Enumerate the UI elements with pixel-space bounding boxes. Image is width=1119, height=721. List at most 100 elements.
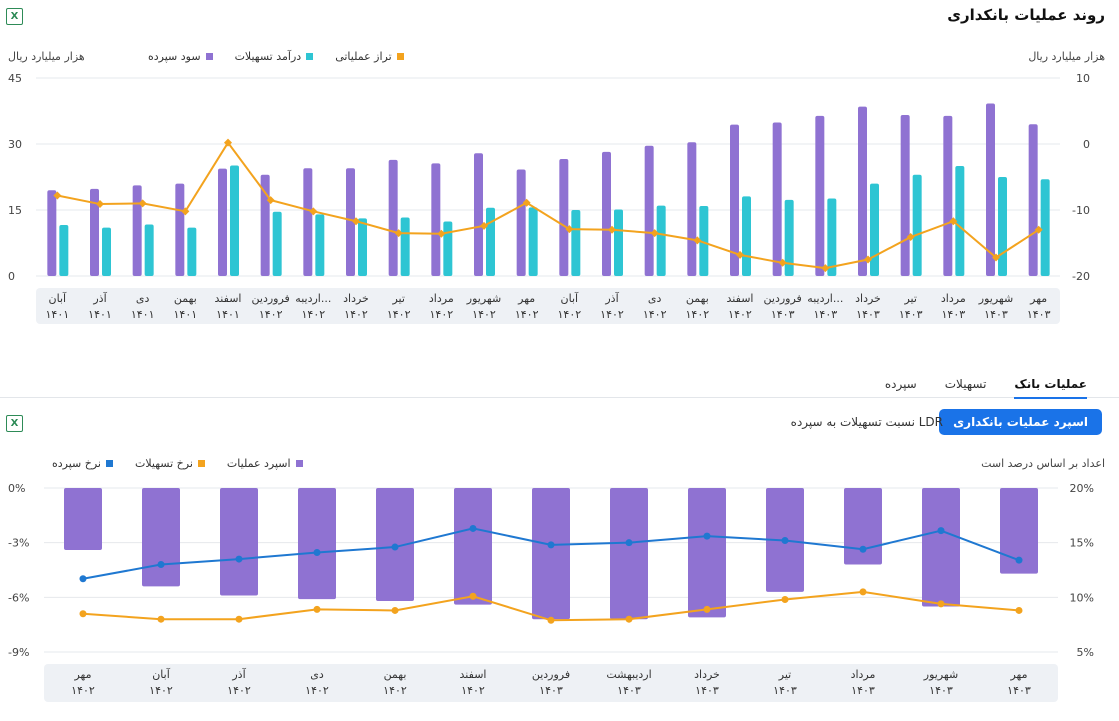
divider — [0, 397, 1119, 398]
legend-swatch — [306, 53, 314, 60]
data-point — [1034, 225, 1043, 234]
x-axis-band — [44, 664, 1058, 702]
x-tick-label: ۱۴۰۲ — [472, 308, 496, 321]
data-point — [937, 600, 945, 608]
x-tick-label: آبان — [561, 291, 579, 305]
data-point — [693, 236, 702, 245]
x-tick-label: ۱۴۰۲ — [149, 684, 173, 697]
tab-deposits[interactable]: سپرده — [884, 377, 917, 391]
bar — [474, 153, 483, 276]
x-tick-label: ۱۴۰۳ — [899, 308, 923, 321]
x-tick-label: ۱۴۰۳ — [942, 308, 966, 321]
x-tick-label: مرداد — [429, 292, 454, 305]
y-tick-left: 30 — [8, 138, 22, 151]
data-point — [79, 610, 87, 618]
data-point — [157, 561, 165, 569]
left-unit-label: هزار میلیارد ریال — [8, 50, 85, 63]
data-point — [781, 596, 789, 604]
bar — [532, 488, 570, 620]
data-point — [1015, 556, 1023, 564]
data-point — [157, 615, 165, 623]
x-tick-label: ۱۴۰۱ — [174, 308, 198, 321]
x-tick-label: ۱۴۰۱ — [88, 308, 112, 321]
bar — [644, 145, 654, 276]
data-point — [391, 543, 399, 551]
x-tick-label: ۱۴۰۳ — [851, 684, 875, 697]
y-tick-right: 15% — [1070, 537, 1094, 550]
data-point — [565, 225, 574, 234]
x-tick-label: آذر — [231, 667, 246, 681]
ldr-ratio-link[interactable]: نسبت تسهیلات به سپرده LDR — [790, 415, 943, 429]
legend-item[interactable]: نرخ تسهیلات — [135, 457, 205, 470]
spread-button[interactable]: اسپرد عملیات بانکداری — [939, 409, 1102, 435]
bar — [986, 103, 995, 276]
bar — [298, 488, 336, 600]
x-tick-label: ۱۴۰۲ — [71, 684, 95, 697]
bar — [571, 210, 581, 276]
bar — [358, 218, 367, 276]
bar — [912, 174, 922, 276]
x-tick-label: آذر — [604, 291, 619, 305]
bar — [142, 488, 180, 587]
x-tick-label: ۱۴۰۳ — [1007, 684, 1031, 697]
legend-swatch — [396, 53, 404, 60]
bar — [102, 227, 111, 276]
x-tick-label: مرداد — [941, 292, 966, 305]
x-tick-label: تیر — [903, 292, 916, 305]
data-point — [859, 545, 867, 553]
x-tick-label: ۱۴۰۲ — [227, 684, 251, 697]
bar — [656, 205, 666, 276]
legend-item[interactable]: سود سپرده — [148, 50, 213, 63]
legend-label: نرخ سپرده — [52, 457, 101, 470]
legend-item[interactable]: تراز عملیاتی — [335, 50, 404, 63]
legend-label: درآمد تسهیلات — [234, 50, 302, 63]
x-tick-label: خرداد — [694, 668, 720, 681]
legend-item[interactable]: نرخ سپرده — [52, 457, 113, 470]
bar — [900, 114, 910, 277]
x-tick-label: ۱۴۰۲ — [643, 308, 667, 321]
x-tick-label: ۱۴۰۲ — [387, 308, 411, 321]
bar — [1000, 488, 1038, 574]
data-point — [778, 258, 787, 267]
bar — [47, 190, 57, 276]
data-point — [608, 225, 616, 234]
bar — [315, 214, 325, 276]
legend-item[interactable]: اسپرد عملیات — [227, 457, 303, 470]
x-tick-label: اسفند — [727, 292, 754, 305]
x-tick-label: ۱۴۰۳ — [695, 684, 719, 697]
x-tick-label: مهر — [73, 668, 91, 681]
x-tick-label: ۱۴۰۲ — [430, 308, 454, 321]
y-tick-left: -6% — [8, 591, 29, 604]
x-tick-label: تیر — [778, 668, 791, 681]
data-point — [391, 606, 399, 614]
legend-item[interactable]: درآمد تسهیلات — [235, 50, 314, 63]
tab-facilities[interactable]: تسهیلات — [944, 377, 987, 391]
x-tick-label: تیر — [391, 292, 404, 305]
data-point — [703, 532, 711, 540]
bar — [742, 196, 751, 276]
data-point — [1015, 606, 1023, 614]
percent-note: اعداد بر اساس درصد است — [981, 457, 1105, 470]
bar — [218, 168, 227, 276]
tab-bar: عملیات بانک تسهیلات سپرده — [885, 377, 1087, 399]
data-point — [949, 217, 958, 226]
data-point — [224, 138, 232, 147]
x-tick-label: اسفند — [215, 292, 242, 305]
x-tick-label: فروردین — [532, 668, 570, 681]
bar — [870, 183, 879, 276]
data-point — [469, 524, 477, 532]
excel-icon[interactable]: X — [6, 8, 23, 25]
x-tick-label: اسفند — [460, 668, 487, 681]
x-tick-label: دی — [136, 292, 150, 305]
data-point — [937, 527, 945, 535]
excel-icon[interactable]: X — [6, 415, 23, 432]
x-tick-label: مهر — [1029, 292, 1047, 305]
bar — [772, 122, 782, 276]
x-tick-label: ۱۴۰۲ — [558, 308, 582, 321]
bar — [998, 177, 1007, 276]
tab-bank-operations[interactable]: عملیات بانک — [1014, 377, 1087, 399]
bar — [844, 488, 882, 565]
right-unit-label: هزار میلیارد ریال — [1028, 50, 1105, 63]
legend-label: نرخ تسهیلات — [135, 457, 193, 470]
bar — [827, 198, 837, 276]
